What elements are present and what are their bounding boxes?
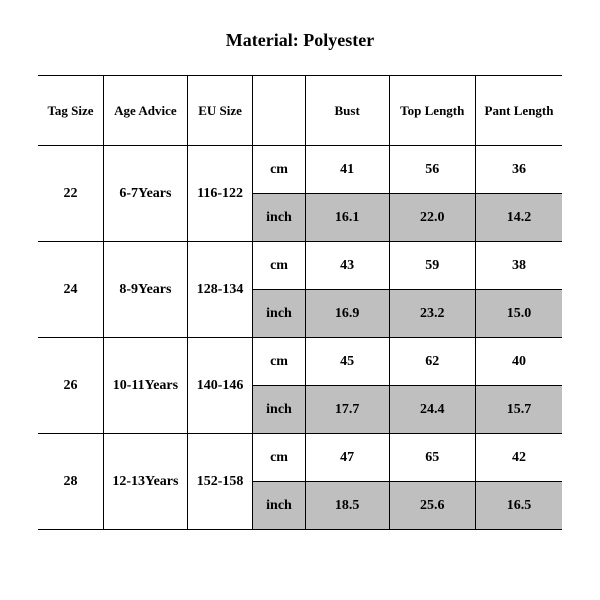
col-age-advice: Age Advice <box>104 76 188 146</box>
cell-eu-size: 152-158 <box>187 434 253 530</box>
cell-unit-cm: cm <box>253 242 305 290</box>
cell-pant: 15.0 <box>476 290 563 338</box>
cell-unit-inch: inch <box>253 482 305 530</box>
table-header-row: Tag Size Age Advice EU Size Bust Top Len… <box>38 76 562 146</box>
cell-bust: 45 <box>305 338 389 386</box>
cell-pant: 16.5 <box>476 482 563 530</box>
cell-bust: 43 <box>305 242 389 290</box>
cell-bust: 16.1 <box>305 194 389 242</box>
cell-bust: 17.7 <box>305 386 389 434</box>
col-pant-length: Pant Length <box>476 76 563 146</box>
cell-age-advice: 6-7Years <box>104 146 188 242</box>
cell-top: 62 <box>389 338 475 386</box>
cell-tag-size: 22 <box>38 146 104 242</box>
cell-unit-cm: cm <box>253 434 305 482</box>
cell-bust: 41 <box>305 146 389 194</box>
table-row: 28 12-13Years 152-158 cm 47 65 42 <box>38 434 562 482</box>
cell-tag-size: 26 <box>38 338 104 434</box>
cell-top: 23.2 <box>389 290 475 338</box>
cell-bust: 16.9 <box>305 290 389 338</box>
table-row: 26 10-11Years 140-146 cm 45 62 40 <box>38 338 562 386</box>
cell-bust: 47 <box>305 434 389 482</box>
cell-pant: 14.2 <box>476 194 563 242</box>
size-table: Tag Size Age Advice EU Size Bust Top Len… <box>38 75 562 530</box>
col-eu-size: EU Size <box>187 76 253 146</box>
cell-top: 24.4 <box>389 386 475 434</box>
table-row: 22 6-7Years 116-122 cm 41 56 36 <box>38 146 562 194</box>
cell-pant: 15.7 <box>476 386 563 434</box>
cell-unit-inch: inch <box>253 290 305 338</box>
cell-eu-size: 128-134 <box>187 242 253 338</box>
cell-top: 25.6 <box>389 482 475 530</box>
cell-pant: 40 <box>476 338 563 386</box>
cell-bust: 18.5 <box>305 482 389 530</box>
cell-eu-size: 116-122 <box>187 146 253 242</box>
cell-unit-inch: inch <box>253 386 305 434</box>
cell-top: 56 <box>389 146 475 194</box>
page-title: Material: Polyester <box>0 0 600 75</box>
cell-pant: 36 <box>476 146 563 194</box>
col-bust: Bust <box>305 76 389 146</box>
cell-age-advice: 10-11Years <box>104 338 188 434</box>
col-tag-size: Tag Size <box>38 76 104 146</box>
col-unit <box>253 76 305 146</box>
cell-top: 22.0 <box>389 194 475 242</box>
cell-unit-inch: inch <box>253 194 305 242</box>
col-top-length: Top Length <box>389 76 475 146</box>
cell-unit-cm: cm <box>253 146 305 194</box>
size-table-wrap: Tag Size Age Advice EU Size Bust Top Len… <box>0 75 600 530</box>
cell-age-advice: 12-13Years <box>104 434 188 530</box>
cell-unit-cm: cm <box>253 338 305 386</box>
cell-pant: 38 <box>476 242 563 290</box>
table-row: 24 8-9Years 128-134 cm 43 59 38 <box>38 242 562 290</box>
cell-eu-size: 140-146 <box>187 338 253 434</box>
cell-tag-size: 28 <box>38 434 104 530</box>
cell-age-advice: 8-9Years <box>104 242 188 338</box>
cell-tag-size: 24 <box>38 242 104 338</box>
cell-top: 59 <box>389 242 475 290</box>
cell-top: 65 <box>389 434 475 482</box>
cell-pant: 42 <box>476 434 563 482</box>
